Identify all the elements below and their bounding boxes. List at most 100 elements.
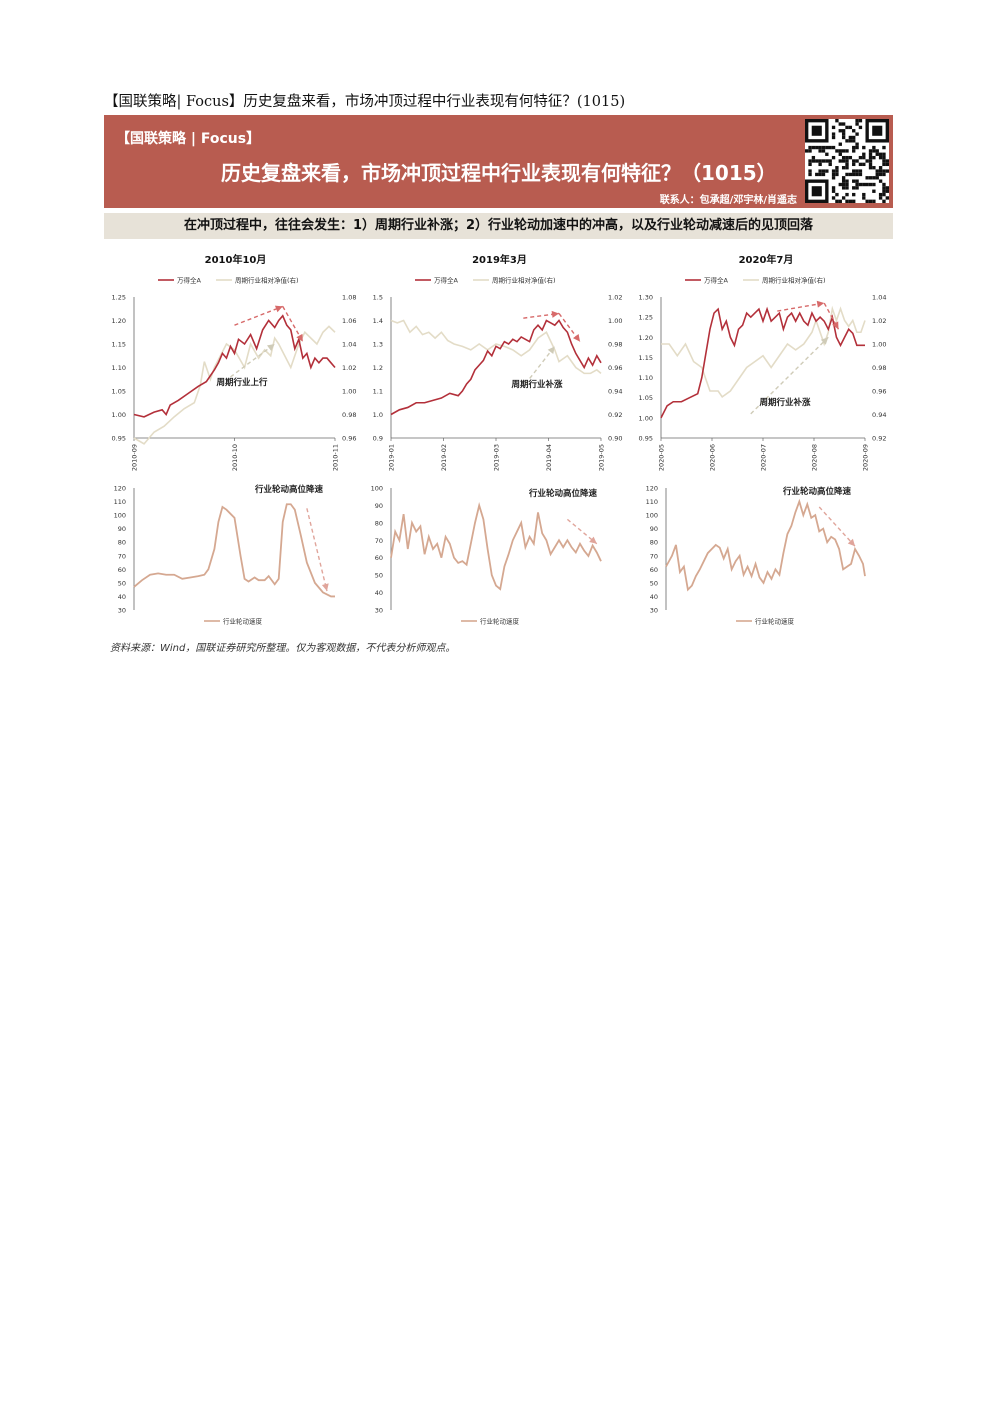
y-tick-label: 60 [375, 554, 383, 562]
x-tick-label: 2019-04 [545, 444, 553, 471]
y-tick-label: 100 [114, 512, 126, 520]
document-title: 【国联策略| Focus】历史复盘来看，市场冲顶过程中行业表现有何特征？(101… [104, 94, 626, 110]
annotation-arrow-head [296, 333, 303, 342]
x-tick-label: 2020-06 [709, 444, 717, 471]
y-tick-label: 60 [650, 566, 658, 574]
x-tick-label: 2019-05 [598, 444, 606, 471]
x-tick-label: 2020-08 [811, 444, 819, 471]
annotation-arrow [566, 518, 598, 545]
y-tick-label: 1.4 [373, 317, 383, 325]
annotation-arrow [282, 306, 304, 342]
series-line-wind [660, 306, 865, 419]
x-tick-label: 2019-01 [388, 444, 396, 471]
series-line-rotation [133, 503, 335, 598]
y2-tick-label: 0.98 [608, 341, 622, 349]
y-tick-label: 1.10 [112, 364, 126, 372]
legend-label-rotation: 行业轮动速度 [480, 617, 520, 626]
annotation-arrow [234, 305, 283, 326]
y2-tick-label: 0.94 [608, 388, 622, 396]
x-tick-label: 2020-07 [760, 444, 768, 471]
y-tick-label: 70 [118, 552, 126, 560]
y-tick-label: 1.00 [112, 411, 126, 419]
y2-tick-label: 1.04 [872, 294, 886, 302]
y-tick-label: 1.15 [112, 341, 126, 349]
series-line-cyclical [661, 305, 866, 398]
annotation-arrow-head [573, 333, 580, 342]
annotation-arrow-head [321, 583, 329, 592]
y-tick-label: 1.25 [639, 314, 653, 322]
y-tick-label: 60 [118, 566, 126, 574]
y-tick-label: 120 [114, 485, 126, 493]
annotation-label: 行业轮动高位降速 [528, 488, 598, 499]
annotation-arrow [777, 302, 825, 312]
y2-tick-label: 0.94 [872, 411, 886, 419]
annotation-arrow [524, 345, 556, 385]
legend-label-rotation: 行业轮动速度 [755, 617, 795, 626]
y-tick-label: 1.3 [373, 341, 383, 349]
legend-label-cyclical: 周期行业相对净值(右) [762, 276, 826, 285]
y2-tick-label: 1.02 [872, 317, 886, 325]
y-tick-label: 90 [118, 525, 126, 533]
legend-label-wind: 万得全A [177, 276, 202, 285]
panel-title-2020: 2020年7月 [738, 255, 794, 266]
y-tick-label: 110 [646, 498, 658, 506]
y-tick-label: 110 [114, 498, 126, 506]
y-tick-label: 30 [650, 607, 658, 615]
annotation-label: 周期行业补涨 [511, 379, 563, 390]
y-tick-label: 1.30 [639, 294, 653, 302]
annotation-arrow-head [266, 344, 275, 351]
brand-tag: 【国联策略 | Focus】 [116, 131, 261, 147]
y-tick-label: 40 [650, 593, 658, 601]
y-tick-label: 0.9 [373, 435, 383, 443]
contacts: 联系人：包承超/邓宇林/肖遥志 [659, 195, 797, 206]
annotation-arrow [818, 506, 856, 547]
y-tick-label: 100 [371, 485, 383, 493]
y-tick-label: 40 [118, 593, 126, 601]
y-tick-label: 1.05 [112, 388, 126, 396]
y2-tick-label: 1.06 [342, 317, 356, 325]
y2-tick-label: 0.98 [872, 364, 886, 372]
panel-title-2010: 2010年10月 [204, 255, 267, 266]
y2-tick-label: 1.02 [608, 294, 622, 302]
y-tick-label: 0.95 [112, 435, 126, 443]
y2-tick-label: 1.00 [342, 388, 356, 396]
y-tick-label: 1.2 [373, 364, 383, 372]
legend-label-wind: 万得全A [434, 276, 459, 285]
y2-tick-label: 0.98 [342, 411, 356, 419]
y-tick-label: 1.25 [112, 294, 126, 302]
y-tick-label: 40 [375, 589, 383, 597]
y-tick-label: 1.00 [639, 414, 653, 422]
panel-title-2019: 2019年3月 [472, 255, 527, 266]
y-tick-label: 100 [646, 512, 658, 520]
legend-label-cyclical: 周期行业相对净值(右) [492, 276, 556, 285]
legend-label-cyclical: 周期行业相对净值(右) [235, 276, 299, 285]
series-line-cyclical [133, 325, 336, 445]
y-tick-label: 50 [375, 572, 383, 580]
y-tick-label: 30 [118, 607, 126, 615]
series-line-wind [133, 314, 336, 418]
y-tick-label: 1.5 [373, 294, 383, 302]
series-line-wind [390, 319, 602, 416]
y-tick-label: 80 [650, 539, 658, 547]
y2-tick-label: 0.96 [342, 435, 356, 443]
y-tick-label: 1.15 [639, 354, 653, 362]
y-tick-label: 1.20 [112, 317, 126, 325]
annotation-arrow [230, 343, 276, 378]
annotation-label: 行业轮动高位降速 [254, 484, 324, 495]
x-tick-label: 2020-05 [658, 444, 666, 471]
y-tick-label: 120 [646, 485, 658, 493]
qr-code-icon [805, 119, 889, 203]
x-tick-label: 2010-10 [231, 444, 239, 471]
annotation-arrow-head [847, 538, 856, 547]
annotation-label: 周期行业补涨 [759, 397, 811, 408]
series-line-rotation [390, 501, 602, 591]
x-tick-label: 2010-11 [332, 444, 340, 471]
y-tick-label: 1.1 [373, 388, 383, 396]
annotation-arrow-head [274, 305, 283, 313]
annotation-arrow-head [816, 300, 825, 308]
y-tick-label: 70 [375, 537, 383, 545]
y-tick-label: 50 [650, 579, 658, 587]
y2-tick-label: 0.92 [872, 435, 886, 443]
y2-tick-label: 1.00 [872, 341, 886, 349]
y-tick-label: 1.20 [639, 334, 653, 342]
